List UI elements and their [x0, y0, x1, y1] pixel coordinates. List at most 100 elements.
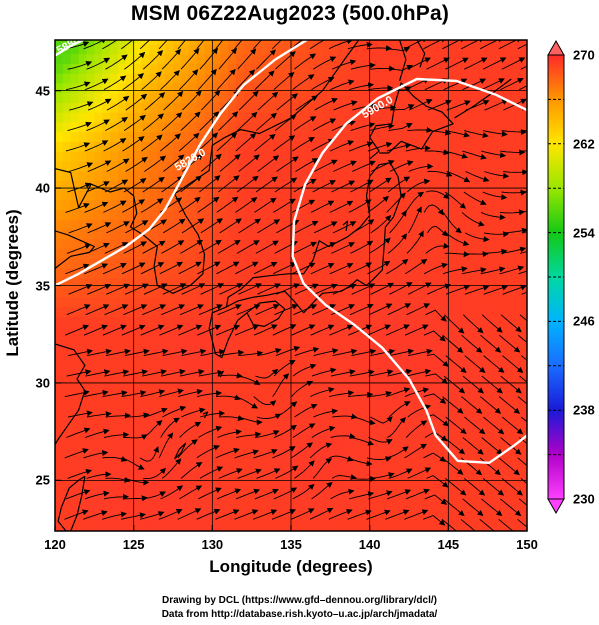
field-cell — [196, 160, 206, 172]
field-cell — [409, 53, 418, 64]
field-cell — [117, 170, 127, 181]
field-cell — [503, 423, 512, 435]
field-cell — [149, 40, 158, 45]
field-cell — [220, 238, 229, 250]
field-cell — [503, 151, 512, 162]
wind-arrow — [368, 490, 393, 500]
field-cell — [369, 170, 379, 181]
wind-arrow — [518, 270, 527, 275]
field-cell — [409, 121, 418, 133]
field-cell — [298, 170, 308, 181]
field-cell — [149, 112, 158, 123]
field-cell — [322, 258, 331, 269]
field-cell — [416, 82, 426, 94]
field-cell — [204, 63, 213, 74]
field-cell — [440, 472, 449, 483]
wind-arrow — [385, 47, 411, 53]
field-cell — [212, 297, 221, 308]
field-cell — [479, 102, 489, 113]
field-cell — [291, 53, 300, 64]
field-cell — [94, 355, 103, 366]
field-cell — [259, 316, 268, 328]
field-cell — [503, 258, 512, 269]
field-cell — [204, 151, 213, 162]
field-cell — [456, 472, 465, 483]
field-cell — [235, 63, 245, 74]
field-cell — [141, 180, 150, 191]
wind-arrow — [479, 40, 504, 50]
wind-arrow — [179, 421, 202, 438]
field-cell — [401, 102, 410, 113]
field-cell — [361, 238, 371, 250]
field-cell — [283, 102, 292, 113]
field-cell — [243, 453, 253, 464]
field-cell — [188, 141, 198, 152]
wind-arrow — [237, 111, 258, 131]
field-cell — [511, 287, 520, 298]
wind-arrow — [369, 123, 395, 132]
field-cell — [409, 92, 418, 103]
field-cell — [235, 297, 245, 308]
wind-arrow — [234, 396, 258, 409]
field-cell — [314, 219, 324, 230]
field-cell — [259, 229, 268, 240]
field-cell — [353, 209, 363, 220]
field-cell — [353, 151, 363, 162]
field-cell — [495, 190, 504, 201]
field-cell — [228, 121, 237, 133]
field-cell — [204, 229, 213, 240]
field-cell — [165, 102, 174, 113]
field-cell — [259, 375, 268, 386]
field-cell — [361, 112, 371, 123]
field-cell — [503, 82, 512, 94]
field-cell — [188, 102, 198, 113]
field-cell — [62, 297, 72, 308]
wind-arrow — [331, 242, 355, 254]
field-cell — [149, 151, 158, 162]
field-cell — [401, 492, 410, 503]
field-cell — [479, 170, 489, 181]
field-cell — [102, 121, 111, 133]
wind-arrow — [273, 424, 297, 438]
field-cell — [385, 170, 394, 181]
field-cell — [110, 102, 119, 113]
field-cell — [479, 229, 489, 240]
field-cell — [212, 238, 221, 250]
field-cell — [401, 180, 410, 191]
field-cell — [110, 53, 119, 64]
field-cell — [70, 258, 80, 269]
field-cell — [503, 316, 512, 328]
field-cell — [55, 219, 64, 230]
field-cell — [275, 297, 284, 308]
wind-arrow — [142, 113, 164, 131]
field-cell — [78, 229, 88, 240]
wind-arrow — [236, 175, 259, 193]
field-cell — [212, 277, 221, 289]
field-cell — [511, 82, 520, 94]
wind-arrow — [178, 196, 201, 213]
field-cell — [243, 121, 253, 133]
field-cell — [471, 102, 481, 113]
wind-arrow — [366, 456, 392, 462]
field-cell — [149, 92, 158, 103]
field-cell — [259, 404, 268, 415]
field-cell — [220, 141, 229, 152]
field-cell — [314, 73, 324, 84]
wind-arrow — [144, 155, 167, 172]
wind-arrow — [87, 222, 112, 234]
field-cell — [283, 170, 292, 181]
field-cell — [471, 92, 481, 103]
field-cell — [173, 287, 182, 298]
wind-arrow — [367, 141, 393, 152]
wind-arrow — [106, 95, 130, 111]
field-cell — [448, 63, 457, 74]
wind-arrow — [85, 369, 111, 377]
wind-arrow — [370, 348, 396, 357]
field-cell — [149, 141, 158, 152]
field-cell — [346, 151, 355, 162]
field-cell — [432, 190, 442, 201]
wind-arrow — [389, 348, 415, 357]
field-cell — [62, 219, 72, 230]
wind-arrow — [159, 261, 184, 275]
contour-line — [55, 40, 84, 57]
